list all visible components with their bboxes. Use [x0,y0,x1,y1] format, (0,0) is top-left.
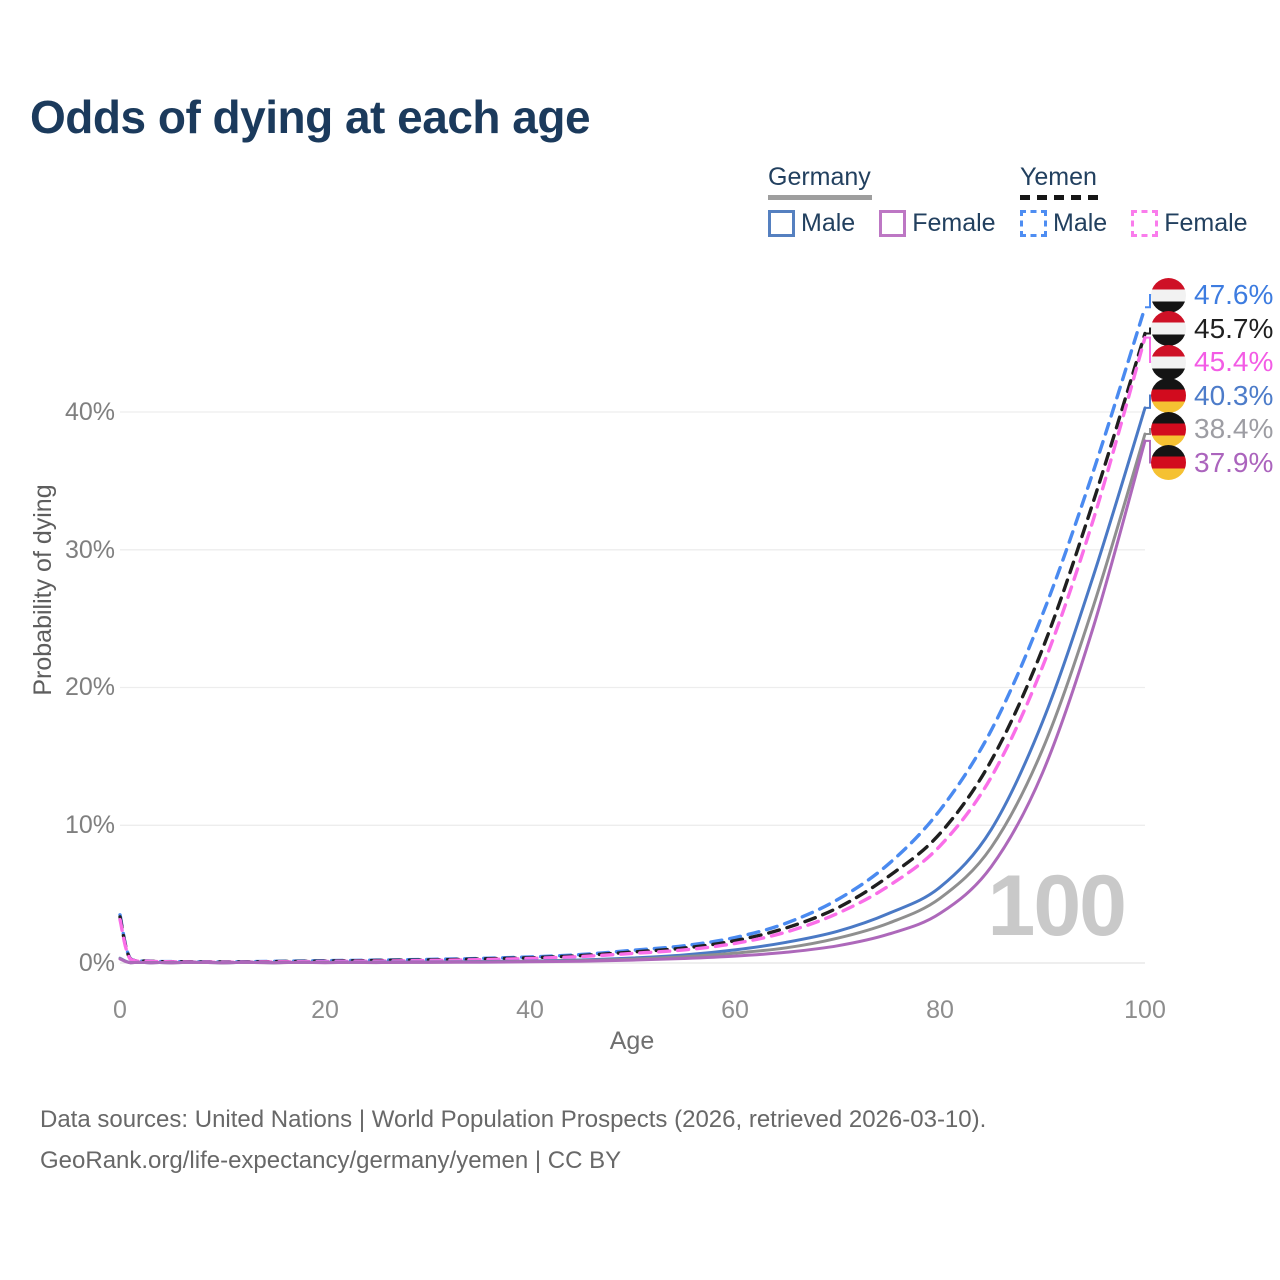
x-tick-100: 100 [1124,996,1166,1024]
yemen-male-swatch-icon [1020,210,1047,237]
end-label-germany-female: 37.9% [1151,445,1273,481]
end-value-germany-female: 37.9% [1194,446,1274,478]
end-value-yemen-female: 45.4% [1194,346,1274,377]
y-tick-30: 30% [64,536,115,564]
end-label-germany-male: 40.3% [1151,378,1273,414]
yemen-flag-icon [1151,311,1186,346]
legend-item-yemen-female[interactable]: Female [1131,209,1248,238]
legend-germany-items: Male Female [768,209,996,238]
germany-female-swatch-icon [879,210,907,237]
legend-yemen-items: Male Female [1020,209,1248,238]
y-tick-0: 0% [78,949,115,977]
x-tick-20: 20 [311,996,339,1024]
legend-germany-label: Germany [768,163,871,191]
x-axis-title: Age [609,1027,655,1055]
footer-attribution: GeoRank.org/life-expectancy/germany/yeme… [40,1147,622,1174]
legend-item-yemen-male[interactable]: Male [1020,209,1107,238]
legend-item-label: Female [1164,209,1248,237]
x-tick-40: 40 [516,996,544,1024]
series-line-yemen-male[interactable] [118,305,1147,964]
legend-item-label: Male [1053,209,1108,237]
footer-data-sources: Data sources: United Nations | World Pop… [40,1106,987,1133]
y-tick-40: 40% [64,398,115,426]
germany-male-swatch-icon [768,210,795,237]
legend-item-germany-female[interactable]: Female [879,209,996,238]
legend-group-germany: Germany Male Female [768,163,996,238]
yemen-line-style-icon [1020,195,1099,200]
series-line-germany-male[interactable] [118,406,1147,965]
end-label-yemen-male: 47.6% [1151,277,1273,313]
germany-line-style-icon [768,195,872,200]
series-line-germany[interactable] [118,432,1147,965]
yemen-flag-icon [1151,277,1186,313]
legend-group-yemen: Yemen Male Female [1020,163,1248,238]
legend-item-label: Female [912,209,996,237]
end-label-yemen-female: 45.4% [1151,344,1273,380]
x-tick-60: 60 [721,996,749,1024]
germany-flag-icon [1151,411,1186,447]
end-value-germany-both: 38.4% [1194,413,1274,444]
age-watermark: 100 [987,858,1128,954]
end-value-yemen-both: 45.7% [1194,312,1274,344]
germany-flag-icon [1151,378,1186,413]
end-label-germany-both: 38.4% [1151,411,1273,447]
y-tick-10: 10% [64,811,115,839]
end-value-germany-male: 40.3% [1194,379,1274,411]
x-tick-0: 0 [113,996,127,1024]
legend-item-germany-male[interactable]: Male [768,209,855,238]
page-title: Odds of dying at each age [30,91,591,143]
yemen-flag-icon [1151,344,1186,380]
end-value-yemen-male: 47.6% [1194,279,1274,310]
yemen-female-swatch-icon [1131,210,1159,237]
legend-item-label: Male [801,209,856,237]
end-label-yemen-both: 45.7% [1151,311,1273,347]
legend-yemen-label: Yemen [1020,163,1097,191]
series-line-germany-female[interactable] [118,439,1147,965]
y-tick-20: 20% [64,673,115,701]
germany-flag-icon [1151,445,1186,480]
x-tick-80: 80 [926,996,954,1024]
